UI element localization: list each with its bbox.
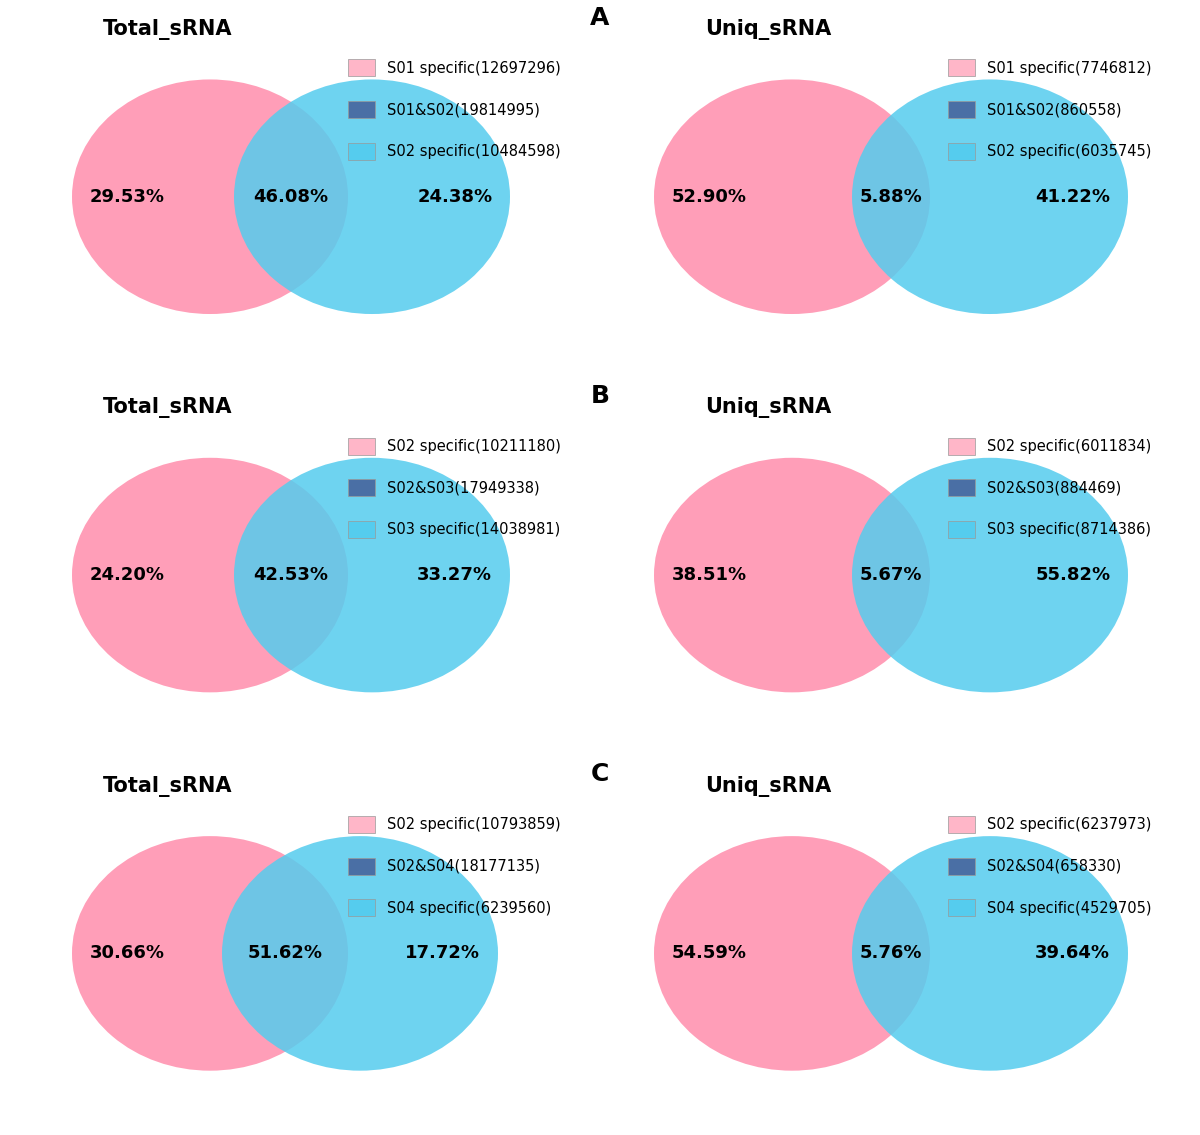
Text: 5.76%: 5.76% [859,944,923,962]
Text: S02 specific(10793859): S02 specific(10793859) [386,817,560,832]
Bar [948,438,974,455]
Text: S03 specific(8714386): S03 specific(8714386) [986,522,1151,537]
Text: S02&S04(658330): S02&S04(658330) [986,859,1121,874]
Bar [948,143,974,160]
Text: S01&S02(19814995): S01&S02(19814995) [386,102,540,117]
Bar [348,899,374,916]
Text: S04 specific(4529705): S04 specific(4529705) [986,900,1152,916]
Bar [348,816,374,833]
Text: 5.67%: 5.67% [859,566,923,585]
Bar [948,479,974,496]
Ellipse shape [72,836,348,1070]
Bar [348,59,374,76]
Text: 29.53%: 29.53% [90,187,164,205]
Text: S01 specific(7746812): S01 specific(7746812) [986,60,1152,76]
Bar [348,101,374,118]
Text: 5.88%: 5.88% [859,187,923,205]
Text: 41.22%: 41.22% [1036,187,1110,205]
Ellipse shape [852,79,1128,314]
Bar [948,816,974,833]
Text: Total_sRNA: Total_sRNA [103,397,233,419]
Ellipse shape [72,457,348,692]
Bar [948,858,974,875]
Ellipse shape [852,836,1128,1070]
Text: 46.08%: 46.08% [253,187,329,205]
Text: 38.51%: 38.51% [672,566,746,585]
Ellipse shape [654,457,930,692]
Text: 17.72%: 17.72% [406,944,480,962]
Text: S02 specific(10211180): S02 specific(10211180) [386,439,560,454]
Text: S02 specific(6237973): S02 specific(6237973) [986,817,1151,832]
Text: 42.53%: 42.53% [253,566,329,585]
Ellipse shape [234,457,510,692]
Text: Uniq_sRNA: Uniq_sRNA [704,775,832,797]
Ellipse shape [654,79,930,314]
Text: S01&S02(860558): S01&S02(860558) [986,102,1122,117]
Text: S02 specific(6011834): S02 specific(6011834) [986,439,1151,454]
Bar [348,479,374,496]
Bar [348,521,374,538]
Text: S03 specific(14038981): S03 specific(14038981) [386,522,560,537]
Ellipse shape [654,836,930,1070]
Text: A: A [590,6,610,30]
Text: Total_sRNA: Total_sRNA [103,775,233,797]
Ellipse shape [72,79,348,314]
Text: Uniq_sRNA: Uniq_sRNA [704,397,832,419]
Text: C: C [590,763,610,787]
Bar [948,521,974,538]
Ellipse shape [852,457,1128,692]
Text: 33.27%: 33.27% [418,566,492,585]
Bar [348,858,374,875]
Text: S02 specific(10484598): S02 specific(10484598) [386,144,560,159]
Text: S04 specific(6239560): S04 specific(6239560) [386,900,551,916]
Text: S02&S04(18177135): S02&S04(18177135) [386,859,540,874]
Text: S01 specific(12697296): S01 specific(12697296) [386,60,560,76]
Text: 52.90%: 52.90% [672,187,746,205]
Text: B: B [590,384,610,407]
Text: S02&S03(17949338): S02&S03(17949338) [386,480,540,496]
Ellipse shape [222,836,498,1070]
Text: S02 specific(6035745): S02 specific(6035745) [986,144,1151,159]
Text: 54.59%: 54.59% [672,944,746,962]
Text: 30.66%: 30.66% [90,944,164,962]
Bar [348,143,374,160]
Text: 55.82%: 55.82% [1036,566,1110,585]
Text: 24.20%: 24.20% [90,566,164,585]
Text: 51.62%: 51.62% [247,944,323,962]
Bar [348,438,374,455]
Text: S02&S03(884469): S02&S03(884469) [986,480,1121,496]
Text: Uniq_sRNA: Uniq_sRNA [704,19,832,40]
Text: 24.38%: 24.38% [418,187,492,205]
Bar [948,59,974,76]
Text: 39.64%: 39.64% [1036,944,1110,962]
Bar [948,899,974,916]
Ellipse shape [234,79,510,314]
Bar [948,101,974,118]
Text: Total_sRNA: Total_sRNA [103,19,233,40]
